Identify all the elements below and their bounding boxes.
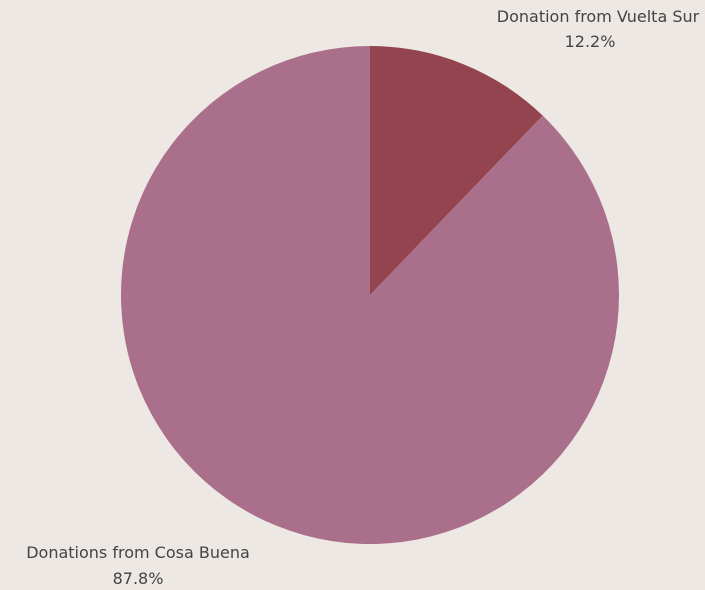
slice-label-cosa-buena: Donations from Cosa Buena xyxy=(26,543,250,562)
pie-slices xyxy=(120,45,620,544)
pie-slice-donations-from-cosa-buena xyxy=(120,45,620,544)
slice-percent-vuelta-sur: 12.2% xyxy=(565,32,616,51)
pie-slice-donation-from-vuelta-sur xyxy=(370,46,543,295)
slice-percent-cosa-buena: 87.8% xyxy=(113,569,164,588)
slice-label-vuelta-sur: Donation from Vuelta Sur xyxy=(497,7,700,26)
